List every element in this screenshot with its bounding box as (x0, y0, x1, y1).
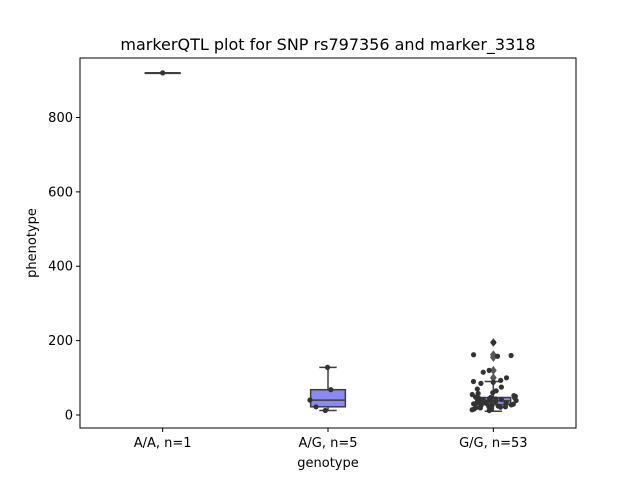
y-tick-label: 600 (48, 185, 73, 200)
data-point (480, 369, 486, 375)
data-point (513, 397, 519, 404)
data-point (498, 377, 504, 384)
data-point (498, 384, 504, 390)
data-point (307, 397, 313, 403)
data-point (494, 353, 501, 359)
plot-area (144, 70, 519, 414)
x-tick-label: A/A, n=1 (134, 436, 192, 451)
outlier-marker (489, 350, 497, 360)
data-point (322, 407, 328, 414)
data-point (470, 352, 477, 358)
y-tick-label: 0 (65, 408, 73, 423)
data-point (490, 379, 496, 385)
data-point (486, 407, 492, 414)
y-axis-label: phenotype (25, 208, 40, 278)
data-point (313, 404, 319, 410)
data-point (160, 70, 166, 76)
y-tick-label: 200 (48, 334, 73, 349)
data-point (477, 405, 483, 411)
data-point (486, 367, 492, 373)
y-axis: 0 200 400 600 800 (48, 111, 80, 423)
data-point (502, 404, 509, 410)
data-point (469, 407, 475, 413)
data-point (478, 380, 484, 386)
data-point (497, 404, 504, 410)
data-point (508, 352, 514, 359)
data-point (474, 386, 480, 392)
outlier-marker (489, 365, 497, 375)
data-point (475, 390, 481, 397)
data-point (324, 364, 331, 370)
data-point (328, 387, 334, 393)
x-tick-label: A/G, n=5 (298, 436, 357, 451)
x-axis: A/A, n=1 A/G, n=5 G/G, n=53 (134, 428, 528, 451)
outlier-marker (489, 373, 497, 383)
data-point (508, 402, 514, 408)
data-point (470, 378, 477, 385)
data-point (492, 398, 499, 405)
x-tick-label: G/G, n=53 (459, 436, 527, 451)
chart-title: markerQTL plot for SNP rs797356 and mark… (120, 35, 535, 55)
data-point (471, 401, 477, 407)
data-point (490, 390, 496, 396)
data-point (503, 400, 509, 406)
data-point (498, 396, 504, 402)
data-point (491, 339, 497, 346)
data-point (488, 398, 494, 404)
data-point (503, 375, 510, 381)
y-tick-label: 800 (48, 111, 73, 126)
x-axis-label: genotype (297, 456, 358, 471)
y-tick-label: 400 (48, 260, 73, 275)
